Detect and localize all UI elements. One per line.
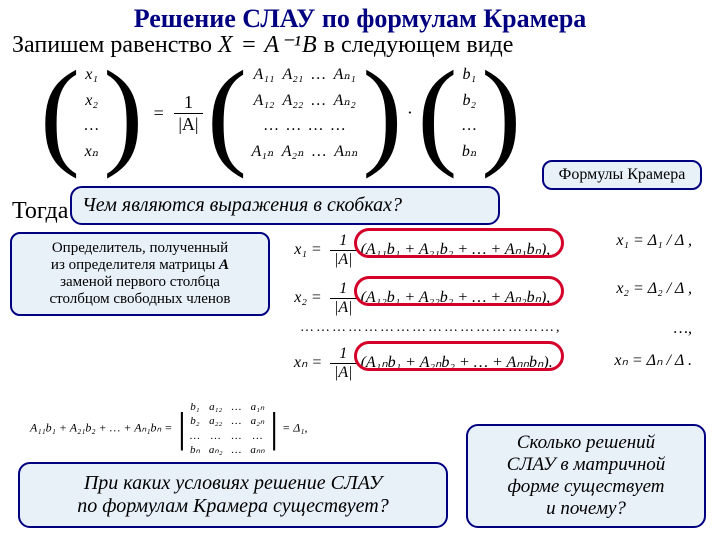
bq2-l2: СЛАУ в матричной — [476, 454, 696, 476]
dc10: … — [232, 401, 242, 413]
dc01: a₂₂ — [209, 415, 222, 427]
eq-sign: = — [148, 103, 170, 123]
eqn-den: |A| — [330, 364, 357, 382]
A20: … — [264, 117, 278, 134]
bq1-l2: по формулам Крамера существует? — [30, 495, 436, 518]
mx-x2: x₂ — [85, 92, 98, 109]
frac-num: 1 — [174, 92, 202, 114]
dc21: a₂ₙ — [251, 415, 265, 427]
question-existence: При каких условиях решение СЛАУ по форму… — [18, 462, 448, 528]
bq1-l1: При каких условиях решение СЛАУ — [30, 472, 436, 495]
A23: … — [331, 117, 345, 134]
dot: · — [407, 103, 413, 123]
dc23: aₙₙ — [250, 444, 264, 456]
A01: A₂₁ — [282, 66, 303, 83]
then-label: Тогда — [12, 198, 68, 225]
bq2-l4: и почему? — [476, 498, 696, 520]
A32: … — [312, 143, 326, 160]
bq2-l3: форме существует — [476, 476, 696, 498]
lb2pre: из определителя матрицы — [51, 257, 219, 273]
db1: b₂ — [190, 415, 199, 427]
eq1-lhs: x₁ = — [290, 241, 326, 259]
question-how-many: Сколько решений СЛАУ в матричной форме с… — [466, 424, 706, 528]
A31: A₂ₙ — [282, 143, 304, 160]
eq2-lhs: x₂ = — [290, 289, 326, 307]
mb1: b₁ — [463, 66, 477, 83]
determinant-expansion: A₁₁b₁ + A₂₁b₂ + … + Aₙ₁bₙ = | b₁ b₂ … bₙ… — [30, 400, 307, 457]
leftbox-l1: Определитель, полученный — [20, 240, 260, 257]
leftbox-l4: столбцом свободных членов — [20, 291, 260, 308]
det-eq2: = Δ₁, — [282, 420, 307, 434]
frac-den: |A| — [174, 114, 202, 135]
A02: … — [311, 66, 325, 83]
A22: … — [309, 117, 323, 134]
mb2: b₂ — [463, 92, 477, 109]
dc12: … — [232, 430, 242, 442]
cramer-2: x₂ = Δ₂ / Δ , — [616, 280, 692, 298]
mbn: bₙ — [462, 143, 477, 160]
A33: Aₙₙ — [334, 143, 358, 160]
A12: … — [311, 92, 325, 109]
eq1-den: |A| — [330, 251, 357, 269]
cramer-dots: …, — [674, 320, 692, 338]
dc13: … — [232, 444, 242, 456]
eqn-num: 1 — [330, 345, 357, 364]
dc02: … — [211, 430, 221, 442]
eq-dots: …………………………………………, — [300, 320, 562, 336]
eq1-num: 1 — [330, 232, 357, 251]
eq2-num: 1 — [330, 280, 357, 299]
A11: A₂₂ — [282, 92, 303, 109]
red-oval-3 — [354, 341, 564, 371]
question-expressions: Чем являются выражения в скобках? — [70, 186, 500, 225]
mx-x1: x₁ — [85, 66, 98, 83]
db3: bₙ — [190, 444, 200, 456]
dc22: … — [253, 430, 263, 442]
dc00: a₁₂ — [209, 401, 222, 413]
A13: Aₙ₂ — [334, 92, 356, 109]
red-oval-1 — [354, 228, 564, 258]
A03: Aₙ₁ — [334, 66, 356, 83]
A00: A₁₁ — [254, 66, 275, 83]
eqn-lhs: xₙ = — [290, 352, 326, 372]
db2: … — [190, 430, 200, 442]
mbd: … — [462, 117, 476, 134]
eq2-den: |A| — [330, 299, 357, 317]
cramer-1: x₁ = Δ₁ / Δ , — [616, 232, 692, 250]
b-column: b₁ b₂ … bₙ — [462, 62, 477, 164]
mx-xn: xₙ — [85, 143, 99, 160]
determinant-explanation: Определитель, полученный из определителя… — [10, 232, 270, 316]
one-over-detA: 1 |A| — [174, 92, 202, 135]
cramer-n: xₙ = Δₙ / Δ . — [614, 350, 692, 370]
bq2-l1: Сколько решений — [476, 432, 696, 454]
kramer-formulas-label: Формулы Крамера — [542, 160, 702, 190]
A10: A₁₂ — [254, 92, 275, 109]
leftbox-l2: из определителя матрицы A — [20, 257, 260, 274]
A30: A₁ₙ — [252, 143, 274, 160]
leftbox-l3: заменой первого столбца — [20, 274, 260, 291]
mx-xd: … — [84, 117, 98, 134]
dc11: … — [232, 415, 242, 427]
det-lhs: A₁₁b₁ + A₂₁b₂ + … + Aₙ₁bₙ = — [30, 420, 172, 434]
dc20: a₁ₙ — [251, 401, 265, 413]
db0: b₁ — [190, 401, 199, 413]
A21: … — [286, 117, 300, 134]
x-column: x₁ x₂ … xₙ — [84, 62, 98, 164]
lb2em: A — [219, 257, 229, 273]
matrix-equation: ( x₁ x₂ … xₙ ) = 1 |A| ( A₁₁ A₂₁ … Aₙ₁ A… — [40, 62, 521, 164]
red-oval-2 — [354, 276, 564, 306]
cofactor-matrix: A₁₁ A₂₁ … Aₙ₁ A₁₂ A₂₂ … Aₙ₂ … … … … A₁ₙ … — [252, 62, 358, 164]
dc03: aₙ₂ — [209, 444, 223, 456]
